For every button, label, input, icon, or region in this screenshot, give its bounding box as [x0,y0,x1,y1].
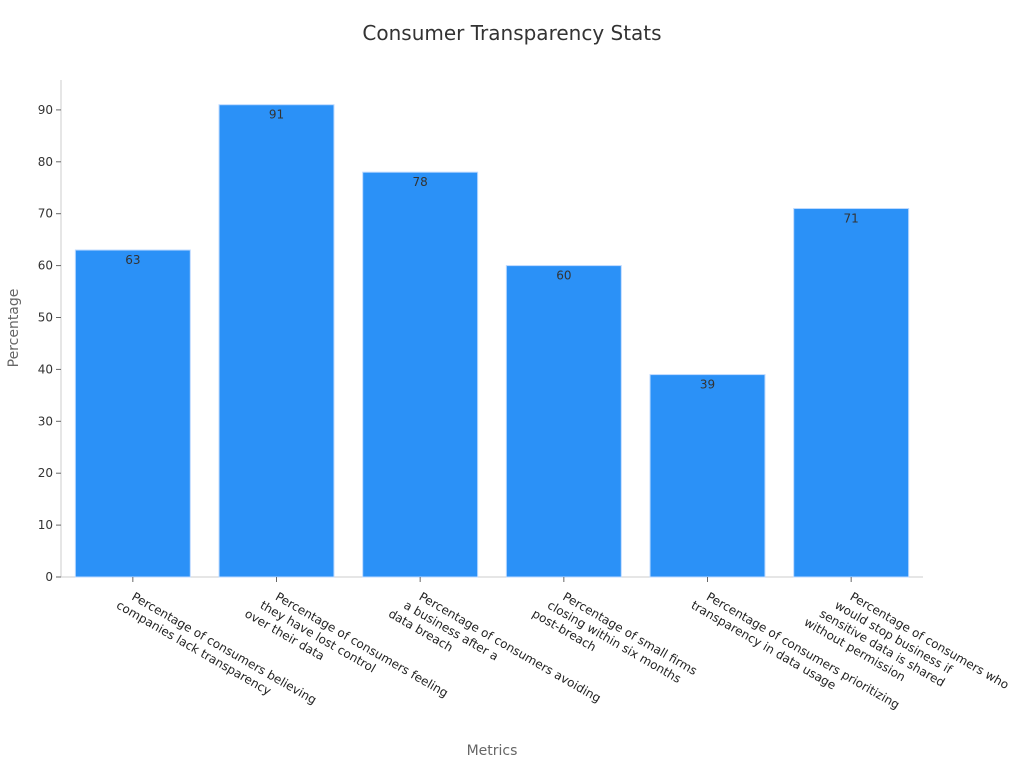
bar-value-label: 63 [125,253,140,267]
y-tick-label: 30 [38,414,53,428]
bar [74,249,191,578]
bar-value-label: 60 [556,269,571,283]
y-tick-label: 60 [38,259,53,273]
x-tick-label: Percentage of small firmsclosing within … [530,580,700,703]
chart-title: Consumer Transparency Stats [362,21,661,45]
bar [218,104,335,578]
x-axis-label: Metrics [467,743,518,759]
y-tick-label: 0 [45,570,53,584]
y-tick-label: 70 [38,207,53,221]
y-tick-label: 90 [38,103,53,117]
x-tick-label: Percentage of consumers whowould stop bu… [802,576,1012,731]
bar-value-label: 71 [844,212,859,226]
y-tick-label: 50 [38,311,53,325]
bars: 63 91 78 60 39 71 [74,104,910,578]
bar [505,265,622,578]
x-tick-label-line: transparency in data usage [689,598,839,693]
y-tick-label: 80 [38,155,53,169]
bar-value-label: 91 [269,108,284,122]
bar [649,374,766,578]
y-axis-label: Percentage [6,289,22,368]
bar [793,208,910,578]
bar-value-label: 78 [413,175,428,189]
y-ticks: 0 10 20 30 40 50 60 70 80 90 [38,103,61,584]
y-tick-label: 20 [38,466,53,480]
y-tick-label: 40 [38,362,53,376]
bar-value-label: 39 [700,378,715,392]
bar [362,171,479,578]
x-ticks: Percentage of consumers believingcompani… [114,576,1012,731]
y-tick-label: 10 [38,518,53,532]
